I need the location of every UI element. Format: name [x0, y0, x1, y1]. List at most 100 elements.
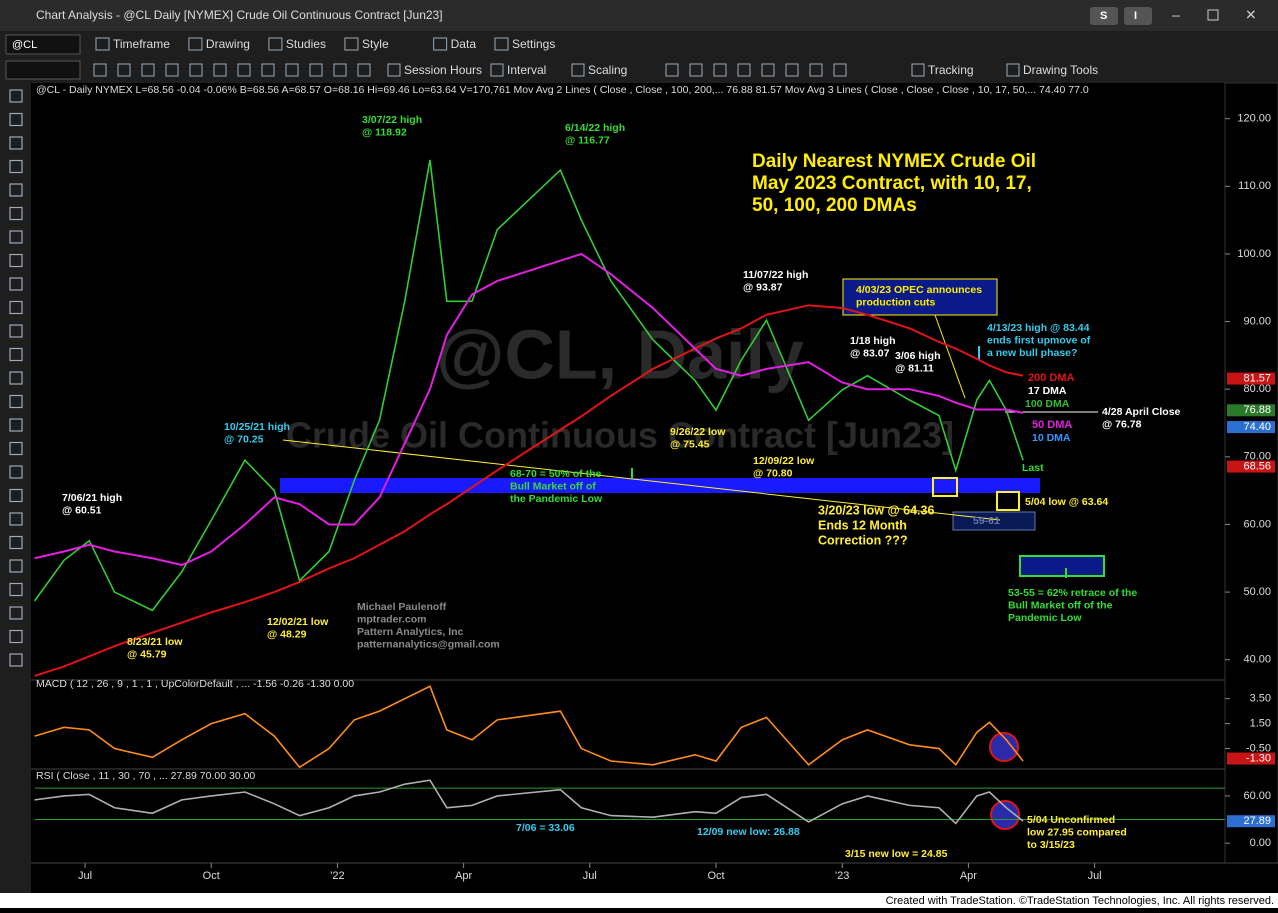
tool-icon[interactable] [9, 535, 23, 550]
interval-box[interactable] [5, 60, 81, 80]
tool-icon[interactable] [9, 300, 23, 315]
tool-icon[interactable] [9, 230, 23, 244]
toolbar-icon[interactable] [809, 63, 823, 77]
annotation: Last [1022, 462, 1044, 474]
toolbar-icon[interactable] [188, 37, 203, 51]
note-box [842, 278, 998, 316]
tool-icon[interactable] [9, 112, 23, 127]
tool-icon[interactable] [9, 653, 23, 667]
tool-icon[interactable] [9, 371, 23, 385]
toolbar-button[interactable]: Data [451, 37, 477, 51]
toolbar-button[interactable]: Studies [286, 37, 326, 51]
tool-icon[interactable] [9, 512, 23, 526]
tool-icon[interactable] [9, 206, 23, 221]
button[interactable] [1090, 7, 1118, 25]
toolbar-icon[interactable] [785, 63, 799, 77]
tool-icon[interactable] [9, 347, 23, 362]
toolbar-icon[interactable] [117, 63, 131, 77]
toolbar-icon[interactable] [433, 37, 448, 51]
toolbar-icon[interactable] [1006, 63, 1020, 77]
button[interactable] [1124, 7, 1152, 25]
toolbar-icon[interactable] [333, 63, 347, 77]
button-label[interactable]: S [1100, 10, 1107, 22]
tool-icon[interactable] [9, 253, 23, 268]
annotation: Bull Market off of [510, 480, 596, 492]
tool-icon[interactable] [9, 183, 23, 197]
annotation: a new bull phase? [987, 347, 1077, 359]
button-label[interactable]: I [1134, 10, 1137, 22]
toolbar-icon[interactable] [833, 63, 847, 77]
toolbar-button[interactable]: Timeframe [113, 37, 170, 51]
tool-icon[interactable] [9, 136, 23, 150]
toolbar-icon[interactable] [357, 63, 371, 77]
watermark: @CL, Daily Crude Oil Continuous Contract … [286, 315, 954, 455]
toolbar-icon[interactable] [213, 63, 227, 77]
annotation: 1/18 high [850, 335, 896, 347]
toolbar-icon[interactable] [261, 63, 275, 77]
toolbar-icon[interactable] [689, 63, 703, 77]
toolbar-icon[interactable] [387, 63, 401, 77]
toolbar-button[interactable]: Style [362, 37, 389, 51]
target-box [1019, 555, 1105, 577]
toolbar-button[interactable]: Interval [507, 63, 546, 77]
annotation: 59-61 [973, 515, 1000, 527]
toolbar-button[interactable]: Tracking [928, 63, 974, 77]
annotation: @ 60.51 [62, 504, 102, 516]
tool-icon[interactable] [9, 418, 23, 432]
toolbar-button[interactable]: Drawing [206, 37, 250, 51]
toolbar-icon[interactable] [713, 63, 727, 77]
tool-icon[interactable] [9, 277, 23, 291]
toolbar-button[interactable]: Settings [512, 37, 555, 51]
toolbar-icon[interactable] [490, 63, 504, 77]
toolbar-icon[interactable] [344, 37, 359, 51]
maximize[interactable] [1207, 9, 1219, 21]
toolbar-icon[interactable] [95, 37, 110, 51]
last-value-label: 81.57 [1243, 372, 1271, 384]
series-line [34, 252, 1024, 567]
tool-icon[interactable] [9, 559, 23, 573]
toolbar-icon[interactable] [761, 63, 775, 77]
toolbar-icon[interactable] [571, 63, 585, 77]
minimize[interactable]: – [1172, 7, 1180, 23]
toolbar-button[interactable]: Session Hours [404, 63, 482, 77]
series-line [34, 779, 1024, 825]
toolbar-button[interactable]: Drawing Tools [1023, 63, 1098, 77]
toolbar [0, 31, 1278, 83]
toolbar-button[interactable]: Scaling [588, 63, 627, 77]
annotation: 12/09/22 low [753, 455, 815, 467]
tool-icon[interactable] [9, 465, 23, 479]
annotation: mptrader.com [357, 613, 426, 625]
toolbar-icon[interactable] [309, 63, 323, 77]
last-value-box [1227, 752, 1275, 765]
tool-icon[interactable] [9, 582, 23, 597]
toolbar-icon[interactable] [93, 63, 107, 77]
symbol[interactable]: @CL [12, 39, 37, 51]
tool-icon[interactable] [9, 89, 23, 103]
toolbar-icon[interactable] [737, 63, 751, 77]
close[interactable]: ✕ [1245, 7, 1257, 23]
tool-icon[interactable] [9, 606, 23, 620]
tool-icon[interactable] [9, 488, 23, 503]
tool-icon[interactable] [9, 394, 23, 409]
annotation: Michael Paulenoff [357, 601, 447, 613]
x-tick-label: '23 [835, 870, 849, 882]
toolbar-icon[interactable] [189, 63, 203, 77]
tool-icon[interactable] [9, 324, 23, 338]
toolbar-icon[interactable] [141, 63, 155, 77]
toolbar-icon[interactable] [268, 37, 283, 51]
symbol-box[interactable] [5, 34, 81, 55]
x-tick-label: Oct [203, 870, 220, 882]
tool-icon[interactable] [9, 159, 23, 174]
toolbar-icon[interactable] [237, 63, 251, 77]
toolbar-icon[interactable] [494, 37, 509, 51]
toolbar-icon[interactable] [165, 63, 179, 77]
tool-icon[interactable] [9, 629, 23, 644]
tool-icon[interactable] [9, 441, 23, 456]
toolbar-icon[interactable] [285, 63, 299, 77]
toolbar-icon[interactable] [911, 63, 925, 77]
annotation: Pattern Analytics, Inc [357, 626, 464, 638]
last-value-box [1227, 421, 1275, 434]
annotation: 12/02/21 low [267, 616, 329, 628]
toolbar-icon[interactable] [665, 63, 679, 77]
